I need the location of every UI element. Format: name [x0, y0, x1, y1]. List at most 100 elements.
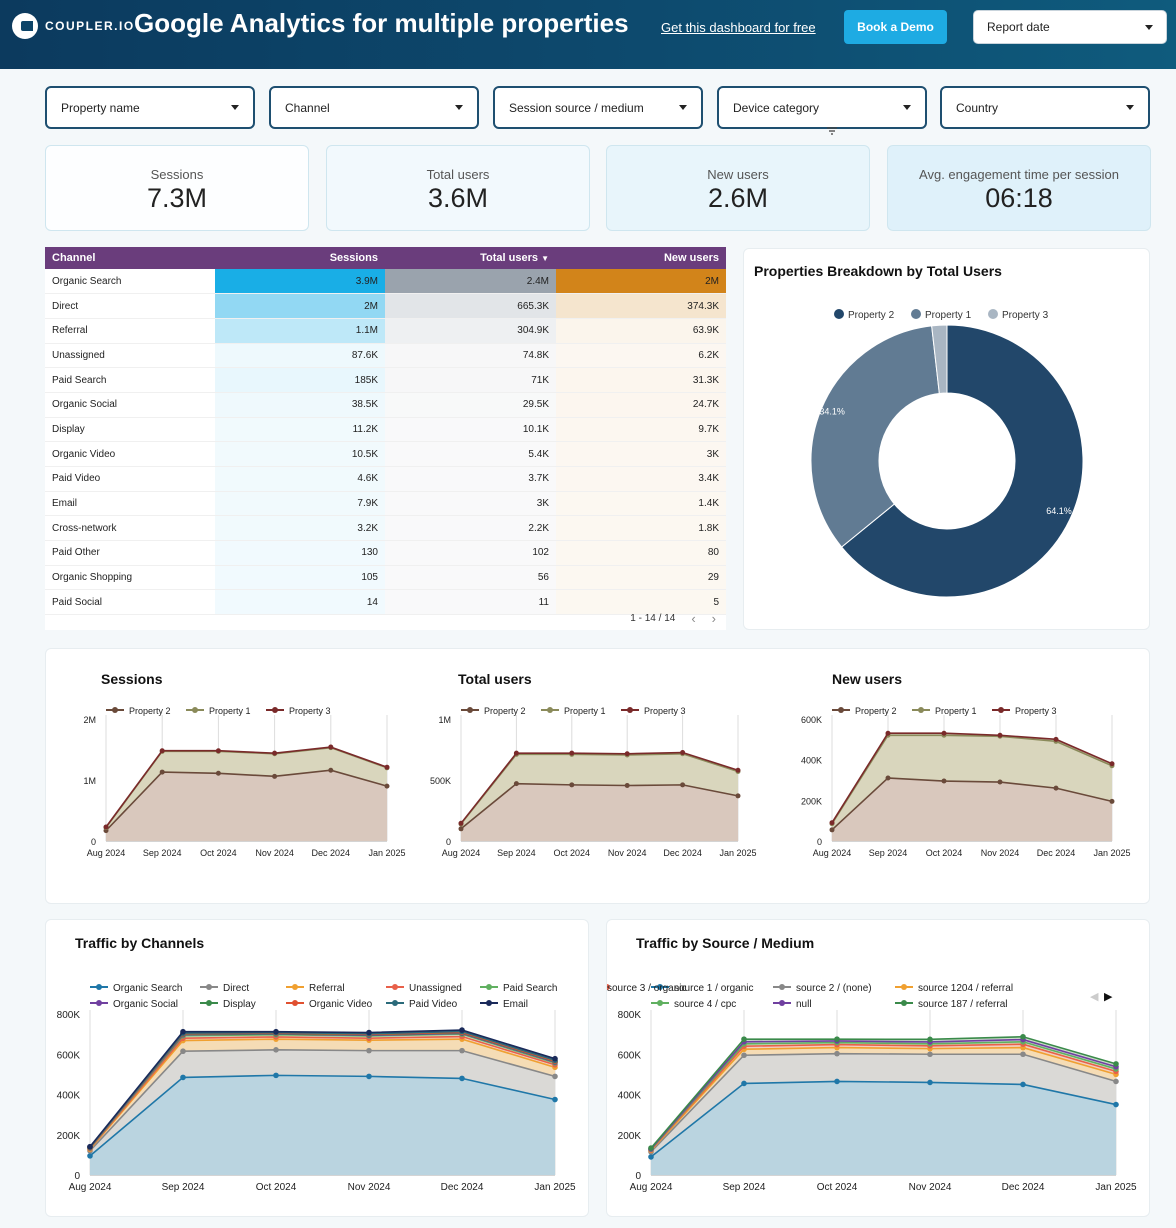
chevron-right-icon[interactable]: › [711, 611, 716, 626]
data-point[interactable] [272, 773, 278, 779]
data-point[interactable] [180, 1048, 186, 1055]
legend-next-icon[interactable]: ▶ [1104, 991, 1113, 1003]
data-point[interactable] [834, 1036, 840, 1042]
column-header-channel[interactable]: Channel [45, 247, 215, 269]
chevron-left-icon[interactable]: ‹ [691, 611, 696, 626]
data-point[interactable] [1113, 1078, 1119, 1085]
data-point[interactable] [680, 782, 686, 788]
data-point[interactable] [87, 1153, 93, 1159]
data-point[interactable] [366, 1073, 372, 1080]
column-header-new-users[interactable]: New users [556, 247, 726, 269]
data-point[interactable] [1053, 785, 1059, 791]
data-point[interactable] [648, 1145, 654, 1151]
data-point[interactable] [328, 767, 334, 773]
data-point[interactable] [1109, 761, 1115, 767]
table-row[interactable]: Display 11.2K 10.1K 9.7K [45, 417, 726, 443]
data-point[interactable] [741, 1036, 747, 1042]
data-point[interactable] [159, 769, 165, 775]
data-point[interactable] [459, 1047, 465, 1054]
table-row[interactable]: Unassigned 87.6K 74.8K 6.2K [45, 343, 726, 369]
data-point[interactable] [103, 824, 109, 830]
table-row[interactable]: Cross-network 3.2K 2.2K 1.8K [45, 515, 726, 542]
data-point[interactable] [273, 1028, 279, 1035]
session-source-filter[interactable]: Session source / medium [493, 86, 703, 129]
channel-filter[interactable]: Channel [269, 86, 479, 129]
data-point[interactable] [458, 820, 464, 826]
data-point[interactable] [885, 730, 891, 736]
column-header-sessions[interactable]: Sessions [215, 247, 385, 269]
data-point[interactable] [513, 750, 519, 756]
table-row[interactable]: Paid Search 185K 71K 31.3K [45, 367, 726, 393]
coupler-logo[interactable]: COUPLER.IO [12, 12, 135, 40]
country-filter[interactable]: Country [940, 86, 1150, 129]
table-row[interactable]: Email 7.9K 3K 1.4K [45, 491, 726, 517]
data-point[interactable] [735, 767, 741, 773]
data-point[interactable] [458, 826, 464, 832]
table-row[interactable]: Direct 2M 665.3K 374.3K [45, 293, 726, 319]
data-point[interactable] [459, 1027, 465, 1033]
data-point[interactable] [513, 781, 519, 787]
data-point[interactable] [366, 1047, 372, 1054]
pie-slice[interactable] [810, 325, 940, 548]
data-point[interactable] [569, 750, 575, 756]
data-point[interactable] [1020, 1051, 1026, 1058]
data-point[interactable] [834, 1050, 840, 1057]
data-point[interactable] [552, 1073, 558, 1080]
report-date-select[interactable]: Report date [973, 10, 1167, 44]
table-row[interactable]: Paid Social 14 11 5 [45, 589, 726, 616]
book-demo-button[interactable]: Book a Demo [844, 10, 947, 44]
data-point[interactable] [272, 750, 278, 756]
data-point[interactable] [927, 1051, 933, 1058]
data-point[interactable] [941, 778, 947, 784]
data-point[interactable] [328, 744, 334, 750]
device-category-filter[interactable]: Device category [717, 86, 927, 129]
legend-prev-icon[interactable]: ◀ [1090, 991, 1099, 1003]
data-point[interactable] [384, 783, 390, 789]
data-point[interactable] [1053, 736, 1059, 742]
data-point[interactable] [1109, 798, 1115, 804]
data-point[interactable] [552, 1055, 558, 1062]
data-point[interactable] [215, 748, 221, 754]
pie-slice[interactable] [931, 324, 948, 394]
column-header-total-users[interactable]: Total users ▼ [385, 247, 556, 269]
data-point[interactable] [552, 1096, 558, 1103]
data-point[interactable] [624, 782, 630, 788]
data-point[interactable] [180, 1028, 186, 1035]
data-point[interactable] [741, 1080, 747, 1087]
data-point[interactable] [885, 775, 891, 781]
table-row[interactable]: Organic Shopping 105 56 29 [45, 565, 726, 591]
property-name-filter[interactable]: Property name [45, 86, 255, 129]
data-point[interactable] [384, 764, 390, 770]
data-point[interactable] [459, 1075, 465, 1082]
data-point[interactable] [569, 782, 575, 788]
data-point[interactable] [941, 730, 947, 736]
data-point[interactable] [741, 1052, 747, 1059]
table-row[interactable]: Paid Video 4.6K 3.7K 3.4K [45, 466, 726, 492]
table-row[interactable]: Organic Search 3.9M 2.4M 2M [45, 269, 726, 295]
data-point[interactable] [680, 750, 686, 756]
data-point[interactable] [215, 770, 221, 776]
data-point[interactable] [829, 827, 835, 833]
data-point[interactable] [1020, 1033, 1026, 1040]
data-point[interactable] [366, 1029, 372, 1036]
data-point[interactable] [87, 1143, 93, 1150]
data-point[interactable] [735, 793, 741, 799]
data-point[interactable] [927, 1079, 933, 1086]
data-point[interactable] [1113, 1101, 1119, 1108]
data-point[interactable] [648, 1154, 654, 1160]
data-point[interactable] [273, 1072, 279, 1079]
data-point[interactable] [1020, 1081, 1026, 1088]
data-point[interactable] [997, 779, 1003, 785]
table-row[interactable]: Organic Social 38.5K 29.5K 24.7K [45, 392, 726, 418]
data-point[interactable] [159, 748, 165, 754]
data-point[interactable] [1113, 1061, 1119, 1067]
get-dashboard-link[interactable]: Get this dashboard for free [661, 20, 816, 35]
filter-icon[interactable] [826, 125, 838, 137]
table-row[interactable]: Paid Other 130 102 80 [45, 540, 726, 566]
data-point[interactable] [624, 751, 630, 757]
pie-slice[interactable] [840, 324, 1084, 598]
data-point[interactable] [273, 1047, 279, 1053]
table-row[interactable]: Organic Video 10.5K 5.4K 3K [45, 441, 726, 467]
data-point[interactable] [927, 1036, 933, 1043]
data-point[interactable] [834, 1078, 840, 1085]
